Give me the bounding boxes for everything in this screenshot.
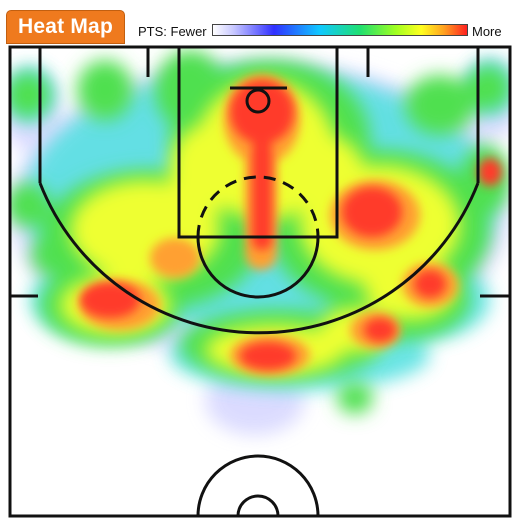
free-throw-circle-bottom	[196, 236, 320, 299]
court-lines	[8, 45, 512, 518]
legend-gradient-bar	[212, 24, 468, 36]
heat-layer	[10, 50, 510, 435]
paint-lane	[177, 45, 339, 239]
legend-fewer-label: PTS: Fewer	[138, 24, 207, 39]
heat-map-tab[interactable]: Heat Map	[6, 10, 125, 44]
free-throw-circle-top	[196, 175, 320, 238]
center-circle-inner	[236, 494, 280, 517]
rim	[245, 88, 271, 114]
legend-more-label: More	[472, 24, 502, 39]
points-legend: PTS: Fewer More	[138, 22, 510, 40]
heat-map-tab-label: Heat Map	[18, 15, 113, 38]
three-point-arc	[38, 182, 480, 335]
center-circle-outer	[196, 454, 320, 517]
